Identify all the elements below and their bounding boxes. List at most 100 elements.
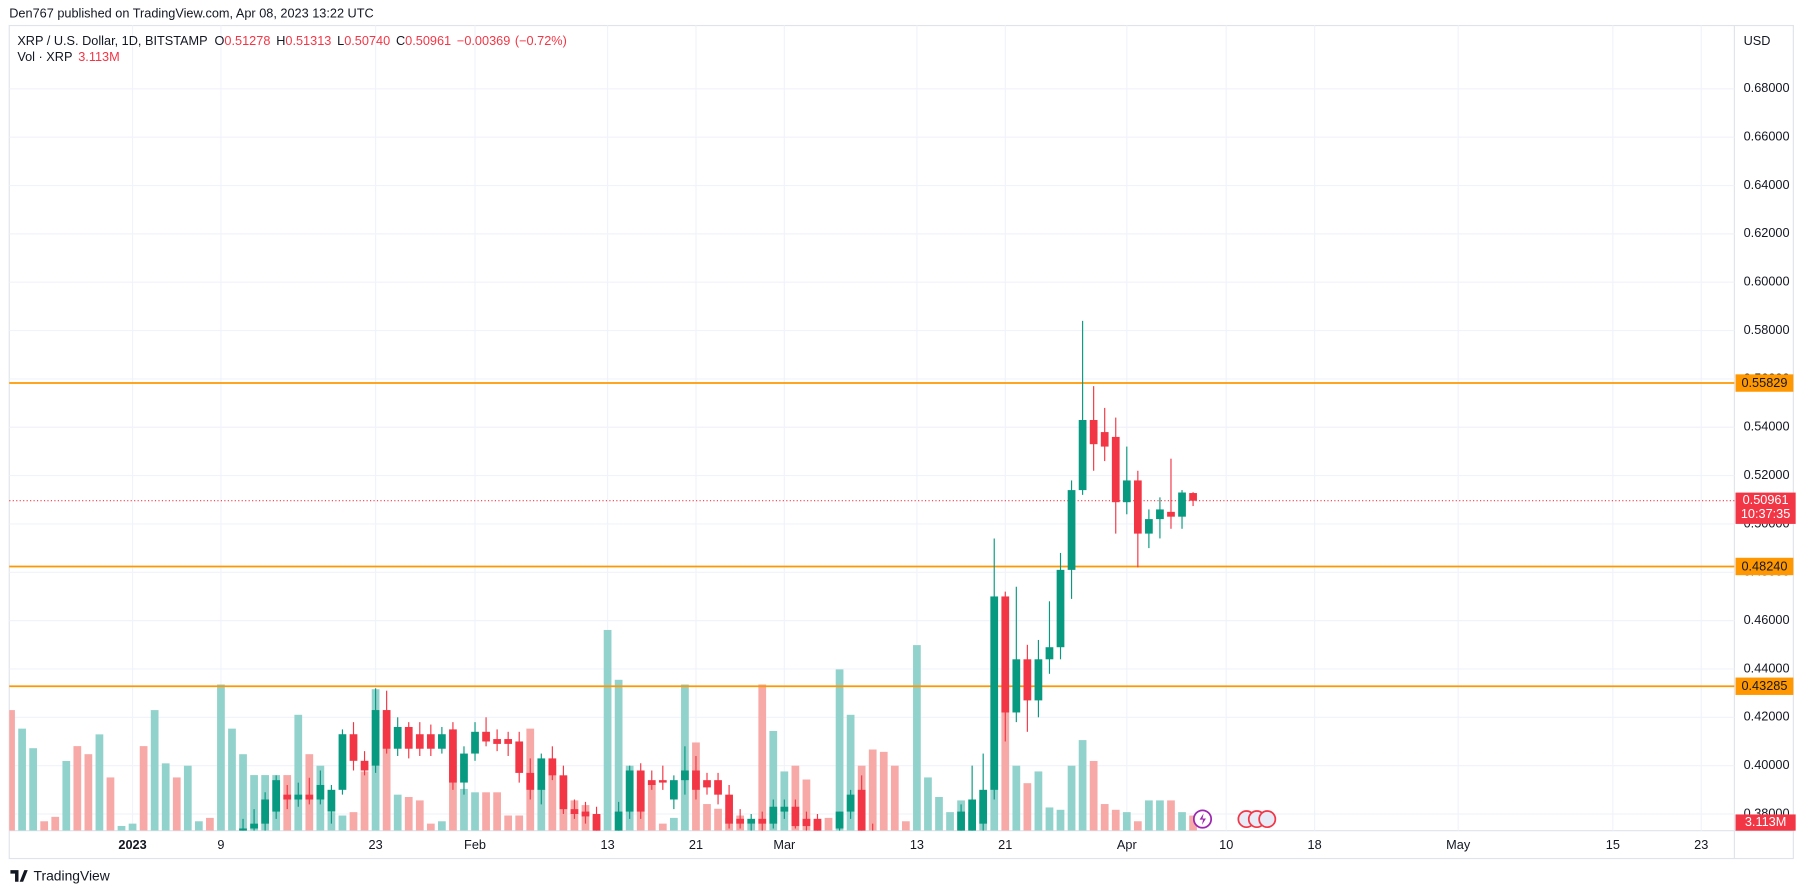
volume-bar <box>150 710 159 831</box>
volume-bar <box>868 749 877 831</box>
volume-bar <box>183 765 192 831</box>
y-tick-label: 0.62000 <box>1744 225 1790 240</box>
chart-frame <box>8 24 1794 860</box>
brand-name: TradingView <box>34 868 111 884</box>
candle-body <box>990 596 999 790</box>
candle-body <box>515 741 524 773</box>
candle-body <box>206 870 214 877</box>
candle-body <box>857 789 866 831</box>
volume-bar <box>471 792 479 831</box>
x-tick-label: 18 <box>1308 837 1322 852</box>
candle-body <box>692 770 700 790</box>
x-tick-label: 21 <box>998 837 1012 852</box>
volume-bar <box>62 760 71 831</box>
candle-body <box>813 818 822 831</box>
currency: USD <box>1744 33 1771 48</box>
candle-body <box>426 734 435 749</box>
volume-value: 3.113M <box>78 49 119 64</box>
candle-body <box>250 823 258 829</box>
flag-icon[interactable] <box>1258 810 1277 829</box>
x-tick-label: Mar <box>773 837 796 852</box>
candle-body <box>360 760 369 771</box>
candle-body <box>173 887 181 891</box>
candle-body <box>272 780 281 812</box>
publisher-line: Den767 published on TradingView.com, Apr… <box>9 5 373 20</box>
event-icon-glyph <box>1199 813 1206 825</box>
volume-bar <box>250 775 258 831</box>
candle-body <box>1189 493 1197 501</box>
level-label: 0.55829 <box>1741 375 1787 390</box>
candle-body <box>239 828 247 831</box>
countdown-label: 10:37:35 <box>1741 506 1790 521</box>
volume-bar <box>382 728 391 831</box>
level-label-box <box>1735 374 1794 392</box>
candle-body <box>1100 432 1109 447</box>
candle-body <box>1089 420 1098 445</box>
candle-body <box>393 726 402 749</box>
candle-body <box>1111 436 1120 503</box>
candle-body <box>548 758 557 776</box>
volume-bar <box>228 728 236 831</box>
y-tick-label: 0.58000 <box>1744 322 1790 337</box>
candle-body <box>504 739 513 744</box>
volume-bar <box>1012 765 1021 831</box>
volume-bar <box>890 765 899 831</box>
candle-body <box>968 799 977 831</box>
volume-bar <box>537 788 546 831</box>
volume-bar <box>294 714 303 831</box>
candle-body <box>780 806 789 812</box>
candle-body <box>647 780 656 785</box>
volume-bar <box>1145 800 1153 831</box>
candle-body <box>681 770 689 781</box>
volume-name: Vol · XRP <box>17 49 72 64</box>
change-pct: (−0.72%) <box>515 33 567 48</box>
candle-body <box>924 862 932 867</box>
candle-body <box>371 710 380 766</box>
candle-body <box>404 726 413 749</box>
x-tick-label: 10 <box>1219 837 1233 852</box>
volume-bar <box>206 817 214 831</box>
volume-label-box <box>1735 814 1796 831</box>
volume-bar <box>1189 815 1197 831</box>
y-tick-label: 0.40000 <box>1744 757 1790 772</box>
volume-bar <box>647 784 656 831</box>
candle-body <box>482 731 490 742</box>
candle-body <box>669 780 678 800</box>
volume-bar <box>846 714 855 831</box>
y-tick-label: 0.44000 <box>1744 660 1790 675</box>
y-tick-label: 0.64000 <box>1744 177 1790 192</box>
candle-body <box>162 887 170 891</box>
candle-body <box>349 734 358 761</box>
candle-body <box>880 850 888 857</box>
volume-bar <box>879 751 888 831</box>
candle-body <box>228 843 236 850</box>
ohlc-key: O <box>215 33 225 48</box>
levels <box>9 382 1735 688</box>
volume-bar <box>117 825 126 831</box>
x-tick-label: 21 <box>689 837 703 852</box>
candle-body <box>791 806 800 827</box>
volume-bar <box>758 684 767 831</box>
candle-body <box>382 710 391 749</box>
brand-logo <box>10 870 28 882</box>
volume-bar <box>669 817 678 831</box>
candle-body <box>415 734 424 749</box>
candle-body <box>835 811 844 829</box>
candle-body <box>526 772 535 790</box>
volume-bar <box>835 669 844 831</box>
candle-body <box>747 818 756 824</box>
last-price-label: 0.50961 <box>1743 492 1789 507</box>
brand: TradingView <box>10 868 111 884</box>
last-price-box <box>1735 492 1796 524</box>
axes: 0.380000.400000.420000.440000.460000.480… <box>118 80 1796 852</box>
volume-bar <box>1089 760 1098 831</box>
volume-bar <box>714 808 722 831</box>
level-label-box <box>1735 677 1794 695</box>
level-label-box <box>1735 557 1794 576</box>
volume-bar <box>559 800 568 831</box>
x-tick-label: 15 <box>1606 837 1620 852</box>
volume-bar <box>172 777 181 831</box>
ohlc-value: 0.51278 <box>224 33 270 48</box>
x-tick-label: 23 <box>369 837 383 852</box>
